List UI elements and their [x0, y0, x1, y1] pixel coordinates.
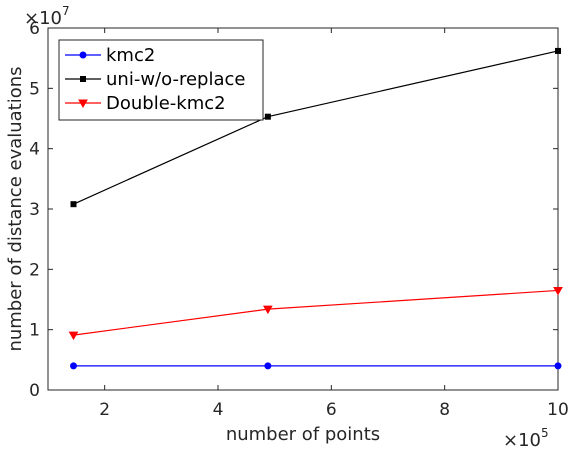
y-tick-label: 1 [29, 321, 40, 341]
x-tick-label: 8 [439, 400, 450, 420]
y-axis-label: number of distance evaluations [5, 66, 26, 351]
legend-label: kmc2 [106, 45, 155, 66]
data-point [70, 201, 77, 208]
legend-label: Double-kmc2 [106, 93, 226, 114]
legend-swatch-marker [78, 99, 88, 109]
data-point [264, 362, 272, 370]
y-tick-label: 2 [29, 260, 40, 280]
x-axis-label: number of points [226, 424, 380, 445]
x-tick-label: 2 [99, 400, 110, 420]
y-tick-label: 3 [29, 200, 40, 220]
x-axis-exponent-power: 5 [541, 426, 549, 440]
data-point [264, 113, 271, 120]
x-axis-exponent: ×105 [503, 426, 549, 450]
y-axis-exponent-power: 7 [62, 4, 70, 18]
legend-box [58, 39, 264, 121]
x-axis-ticks: 2 4 6 8 10 [99, 28, 569, 420]
legend: kmc2 uni-w/o-replace Double-kmc2 [58, 39, 264, 121]
data-point [553, 286, 563, 296]
data-point [68, 331, 79, 341]
legend-item: kmc2 [65, 45, 155, 66]
legend-swatch-marker [79, 51, 87, 59]
y-axis-exponent: ×107 [24, 4, 70, 29]
x-tick-label: 6 [326, 400, 337, 420]
x-tick-label: 10 [547, 400, 569, 420]
data-point [70, 362, 77, 370]
series-square [70, 47, 561, 208]
x-tick-label: 4 [213, 400, 224, 420]
series-layer [68, 47, 563, 370]
y-tick-label: 0 [29, 381, 40, 401]
y-tick-label: 6 [29, 19, 40, 39]
legend-item: Double-kmc2 [65, 93, 226, 114]
y-tick-label: 5 [29, 79, 40, 99]
legend-label: uni-w/o-replace [106, 69, 245, 90]
legend-swatch-marker [80, 76, 86, 82]
series-triangle-down [68, 286, 563, 341]
y-axis-ticks: 0 1 2 3 4 5 6 [29, 19, 558, 401]
data-point [554, 362, 562, 370]
series-circle [70, 362, 562, 370]
data-point [555, 47, 561, 54]
data-point [263, 305, 273, 315]
legend-item: uni-w/o-replace [65, 69, 245, 90]
y-tick-label: 4 [29, 140, 40, 160]
